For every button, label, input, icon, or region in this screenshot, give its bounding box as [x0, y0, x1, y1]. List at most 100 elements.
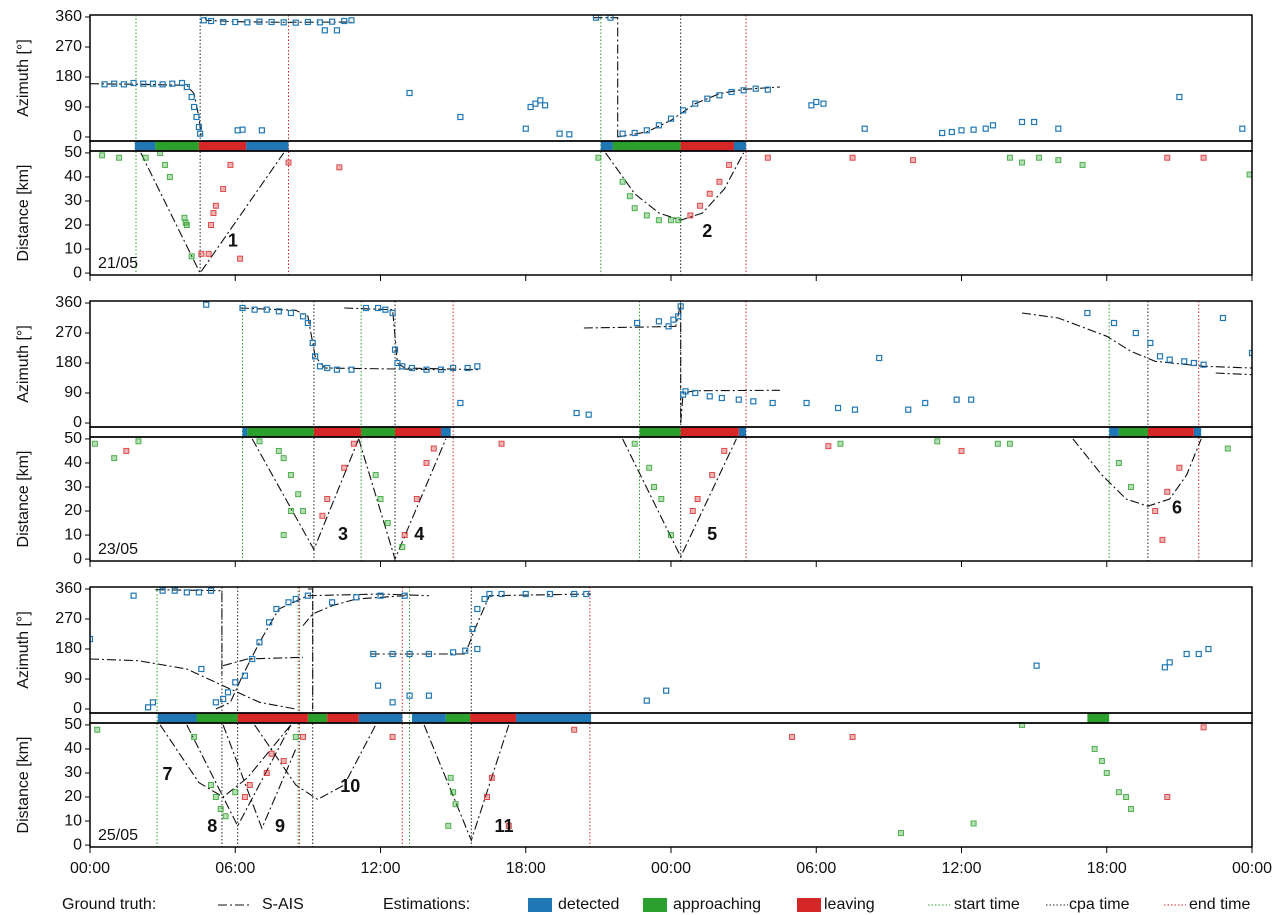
detection-point: [1195, 650, 1202, 658]
detection-point: [195, 589, 203, 596]
detection-point: [861, 125, 868, 132]
approaching-point: [970, 820, 977, 827]
detection-point: [312, 353, 319, 360]
approaching-point: [646, 464, 653, 471]
detection-point: [425, 692, 433, 699]
approaching-point: [256, 438, 263, 445]
leaving-point: [208, 222, 215, 229]
detection-point: [667, 115, 675, 122]
s-ais-line: [222, 656, 304, 667]
detection-point: [362, 304, 370, 312]
detection-point: [982, 125, 989, 132]
detection-point: [178, 79, 186, 87]
approaching-point: [1006, 154, 1013, 161]
y-tick-label: 90: [64, 670, 82, 687]
encounter-label: 9: [275, 816, 285, 836]
s-ais-line: [222, 724, 297, 830]
detection-point: [1183, 650, 1190, 658]
detection-point: [391, 346, 399, 353]
leaving-point: [697, 202, 704, 209]
leaving-point: [1200, 724, 1207, 731]
encounter-label: 4: [414, 524, 424, 544]
detection-point: [457, 399, 464, 407]
detection-point: [663, 687, 670, 694]
leaving-point: [413, 496, 420, 502]
detection-point: [374, 682, 382, 689]
detection-point: [212, 699, 219, 706]
detection-point: [735, 396, 742, 403]
approaching-point: [655, 217, 662, 224]
leaving-point: [849, 154, 856, 161]
approaching-point: [447, 774, 454, 781]
leaving-point: [1200, 154, 1207, 161]
approaching-point: [1224, 445, 1231, 452]
approaching-point: [287, 508, 294, 515]
leaving-point: [716, 178, 723, 185]
approaching-point: [208, 782, 215, 788]
y-tick-label: 10: [64, 812, 82, 829]
y-tick-label: 30: [64, 192, 82, 209]
approaching-segment: [1118, 427, 1148, 437]
detection-point: [266, 619, 273, 626]
x-tick-label: 06:00: [215, 860, 255, 877]
approaching-point: [668, 217, 674, 224]
approaching-point: [1115, 459, 1122, 466]
detection-point: [573, 409, 580, 417]
approaching-point: [994, 440, 1001, 447]
detection-point: [970, 126, 977, 133]
detected-segment: [600, 141, 613, 151]
approaching-point: [934, 438, 941, 445]
y-tick-label: 40: [64, 454, 82, 471]
detection-point: [631, 129, 638, 137]
x-tick-label: 18:00: [1087, 860, 1127, 877]
detection-point: [498, 590, 505, 598]
distance-frame: [89, 436, 1253, 562]
y-tick-label: 270: [55, 610, 82, 627]
leaving-point: [789, 733, 796, 740]
detection-point: [905, 406, 912, 413]
approaching-point: [619, 178, 626, 185]
x-tick-label: 18:00: [506, 860, 546, 877]
detection-point: [820, 100, 827, 107]
detection-point: [251, 306, 258, 313]
approaching-point: [675, 217, 682, 224]
detected-segment: [246, 141, 289, 151]
approaching-point: [384, 520, 391, 527]
detection-point: [716, 92, 723, 99]
detection-point: [287, 309, 295, 317]
detection-point: [958, 127, 965, 134]
azimuth-frame: [89, 14, 1253, 142]
detection-point: [1110, 319, 1118, 327]
detection-point: [333, 27, 341, 34]
detection-point: [258, 127, 265, 134]
detection-point: [1033, 662, 1040, 669]
detection-point: [677, 303, 684, 310]
detection-point: [462, 647, 469, 654]
s-ais-line: [593, 17, 619, 137]
y-axis-label: Azimuth [°]: [15, 325, 32, 403]
leaving-point: [300, 733, 307, 740]
approaching-point: [658, 496, 665, 502]
y-tick-label: 40: [64, 168, 82, 185]
detection-point: [285, 599, 292, 606]
s-ais-line: [251, 438, 360, 551]
approaching-segment: [612, 141, 681, 151]
leaving-point: [721, 447, 728, 454]
detection-point: [813, 98, 820, 106]
detection-point: [183, 83, 190, 91]
s-ais-line: [622, 438, 737, 558]
y-tick-label: 40: [64, 740, 82, 757]
detection-point: [571, 590, 578, 598]
detection-point: [474, 645, 481, 653]
y-tick-label: 50: [64, 144, 82, 161]
leaving-point: [319, 512, 326, 519]
leaving-point: [505, 822, 512, 829]
detection-point: [808, 102, 815, 109]
approaching-point: [372, 471, 379, 478]
x-tick-label: 06:00: [796, 860, 836, 877]
detection-point: [537, 97, 544, 104]
detection-point: [171, 587, 178, 594]
y-axis-label: Distance [km]: [15, 737, 32, 834]
detection-point: [682, 388, 689, 395]
approaching-point: [668, 532, 674, 539]
